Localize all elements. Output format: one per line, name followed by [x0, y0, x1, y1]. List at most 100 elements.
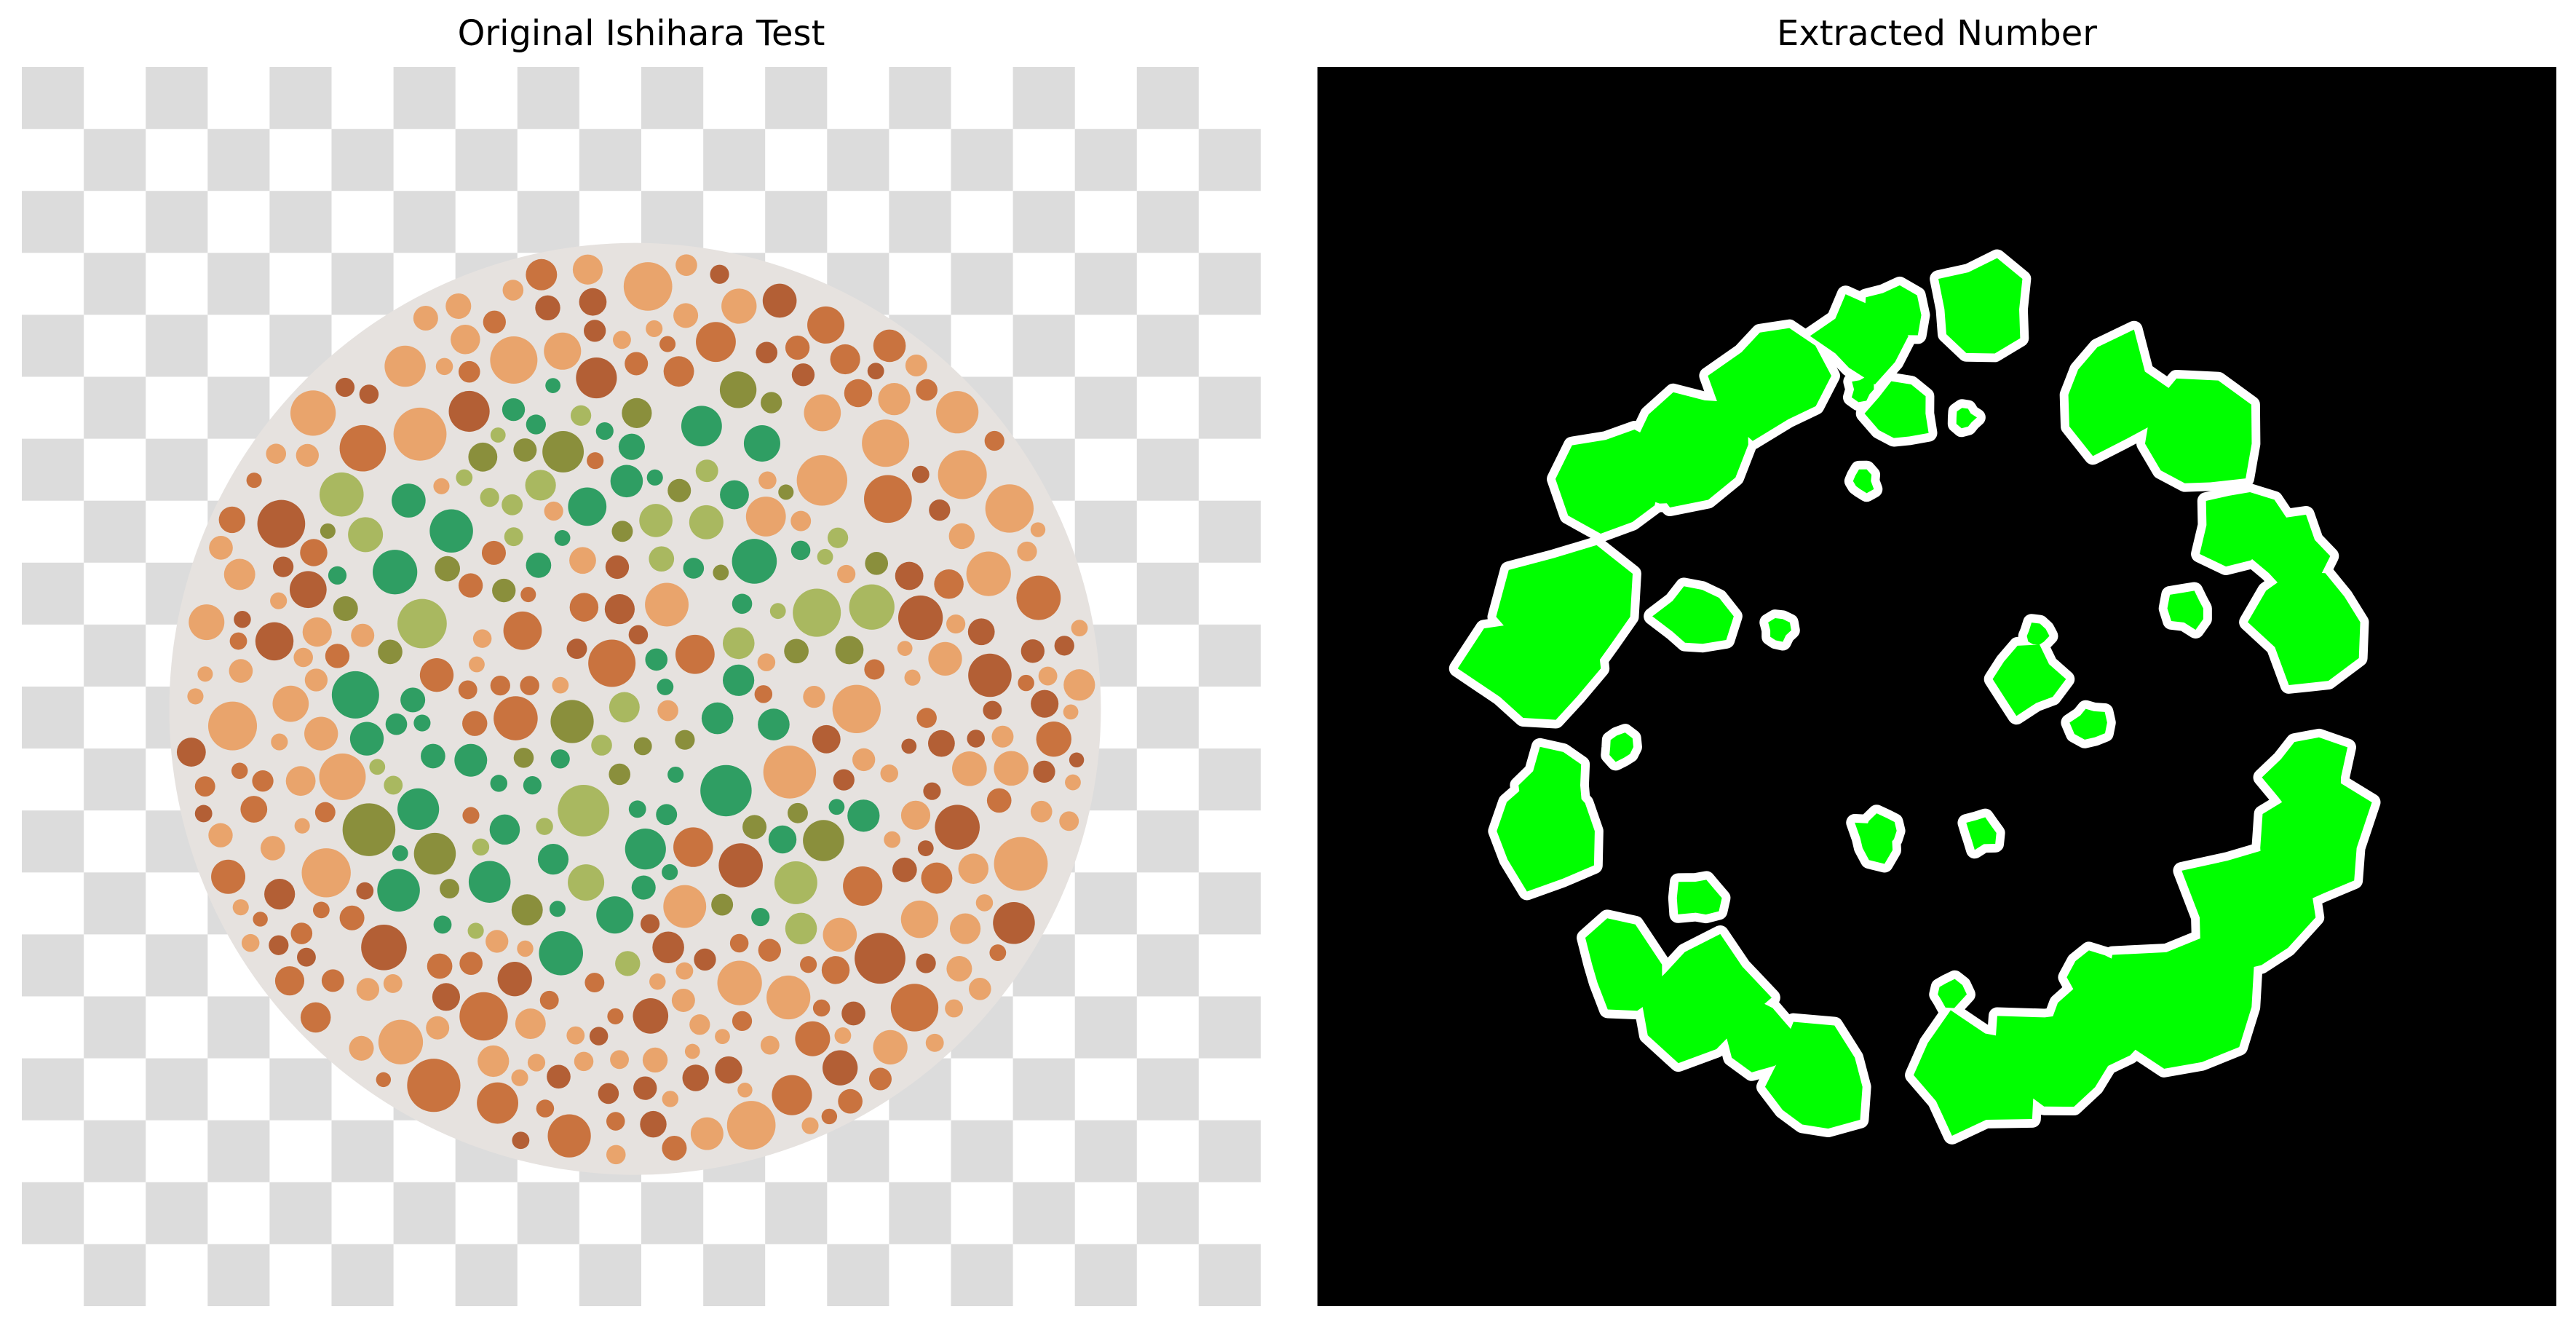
plate-dot	[929, 499, 951, 521]
plate-dot	[663, 356, 694, 387]
plate-dot	[468, 861, 511, 903]
plate-dot	[269, 935, 289, 955]
plate-dot	[558, 784, 610, 837]
plate-dot	[591, 735, 612, 756]
plate-dot	[804, 394, 841, 432]
plate-dot	[189, 604, 225, 641]
plate-dot	[566, 639, 587, 660]
plate-dot	[552, 676, 569, 694]
plate-dot	[689, 505, 724, 540]
plate-dot	[610, 465, 643, 498]
mask-region	[1708, 328, 1831, 441]
plate-dot	[520, 676, 539, 695]
plate-dot	[993, 901, 1035, 944]
plate-dot	[527, 1054, 546, 1072]
plate-dot	[989, 944, 1007, 961]
plate-dot	[695, 459, 718, 483]
plate-dot	[895, 561, 924, 590]
plate-dot	[625, 352, 649, 376]
plate-dot	[576, 357, 617, 399]
plate-dot	[526, 258, 558, 290]
plate-dot	[333, 596, 358, 621]
plate-dot	[762, 283, 797, 318]
plate-dot	[274, 966, 305, 996]
plate-dot	[743, 425, 780, 462]
plate-dot	[1031, 689, 1059, 718]
plate-dot	[421, 743, 445, 769]
plate-dot	[821, 956, 850, 984]
plate-dot	[433, 915, 452, 934]
plate-dot	[923, 782, 941, 800]
plate-dot	[719, 371, 757, 408]
plate-dot	[852, 748, 876, 772]
plate-dot	[849, 584, 895, 630]
plate-dot	[503, 611, 542, 650]
plate-dot	[917, 840, 934, 857]
plate-dot	[615, 951, 641, 976]
plate-dot	[623, 262, 673, 311]
plate-dot	[652, 931, 684, 964]
plate-dot	[255, 622, 294, 661]
plate-dot	[373, 550, 418, 595]
plate-dot	[321, 969, 344, 992]
plate-dot	[901, 738, 917, 754]
mask-region	[1966, 817, 1997, 850]
plate-dot	[486, 930, 509, 953]
plate-dot	[778, 484, 794, 500]
plate-dot	[435, 556, 460, 582]
plate-dot	[986, 788, 1012, 813]
plate-dot	[790, 540, 811, 561]
plate-dot	[290, 922, 313, 944]
plate-dot	[378, 1019, 424, 1064]
plate-dot	[1021, 639, 1045, 663]
plate-dot	[742, 815, 767, 839]
plate-dot	[835, 636, 864, 665]
plate-dot	[483, 310, 506, 333]
plate-dot	[827, 527, 849, 548]
plate-dot	[657, 679, 674, 695]
plate-dot	[537, 843, 569, 875]
plate-dot	[490, 676, 510, 696]
plate-dot	[458, 360, 480, 383]
plate-dot	[667, 478, 691, 502]
plate-dot	[905, 355, 927, 376]
plate-dot	[574, 1051, 594, 1072]
plate-dot	[211, 859, 246, 894]
plate-dot	[768, 825, 797, 854]
plate-dot	[737, 1082, 753, 1098]
plate-dot	[622, 398, 652, 428]
plate-dot	[300, 539, 328, 566]
plate-dot	[356, 978, 380, 1001]
plate-dot	[732, 593, 753, 614]
plate-dot	[722, 627, 755, 660]
plate-dot	[342, 803, 396, 856]
plate-dot	[1016, 575, 1061, 620]
plate-dot	[489, 814, 520, 845]
mask-region	[1585, 918, 1662, 1011]
mask-region	[1992, 644, 2066, 716]
plate-dot	[945, 999, 964, 1018]
plate-dot	[572, 254, 603, 285]
plate-dot	[458, 573, 483, 598]
plate-dot	[916, 708, 937, 728]
plate-dot	[671, 988, 695, 1012]
plate-dot	[938, 450, 987, 499]
plate-dot	[628, 800, 646, 818]
plate-dot	[604, 594, 635, 625]
plate-dot	[392, 483, 426, 518]
plate-dot	[855, 933, 905, 984]
left-panel-title: Original Ishihara Test	[457, 13, 825, 54]
plate-dot	[209, 536, 233, 560]
plate-dot	[419, 658, 454, 692]
plate-dot	[865, 551, 889, 575]
plate-dot	[490, 427, 506, 443]
plate-dot	[793, 588, 841, 637]
plate-dot	[377, 869, 420, 912]
plate-dot	[568, 864, 605, 901]
plate-dot	[1071, 620, 1088, 637]
plate-dot	[328, 566, 347, 585]
plate-dot	[722, 664, 755, 696]
plate-dot	[339, 424, 387, 472]
mask-region	[1518, 746, 1582, 809]
mask-region	[1768, 618, 1791, 642]
